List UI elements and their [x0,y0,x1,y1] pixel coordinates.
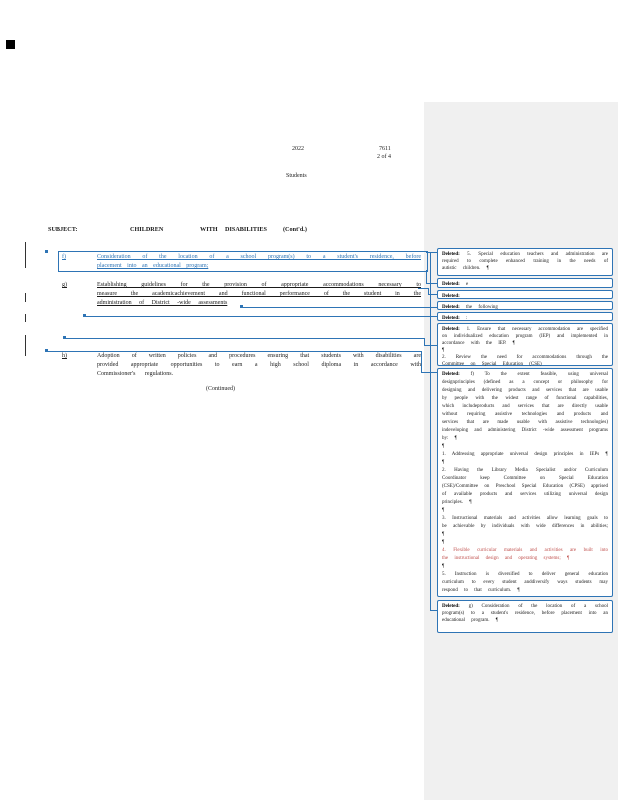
leader-line [430,610,437,611]
leader-line [66,338,424,339]
subject-word-3: DISABILITIES [225,226,267,233]
item-h-paragraph[interactable]: Adoption of written policies and procedu… [97,352,421,379]
subject-word-2: WITH [200,226,218,233]
change-anchor-marker [45,349,48,352]
tracked-change-box-f [58,251,428,272]
item-h-letter: h) [62,353,67,359]
deleted-text: : [466,315,468,321]
deleted-label: Deleted: [442,603,460,609]
deleted-text: 3. Instructional materials and activitie… [442,515,608,537]
deleted-balloon-5[interactable]: Deleted: : [437,312,613,321]
deleted-text: 2. Review the need for accommodations th… [442,354,608,367]
change-anchor-marker [63,336,66,339]
deleted-text: e [466,281,469,287]
deleted-label: Deleted: [442,293,460,299]
item-f-line-1: Consideration of the location of a schoo… [97,254,421,260]
deleted-balloon-6[interactable]: Deleted: 1. Ensure that necessary accomm… [437,323,613,367]
leader-line [418,288,428,289]
deleted-text: the following [466,304,498,310]
deleted-balloon-7[interactable]: Deleted: f) To the extent feasible, usin… [437,368,613,597]
leader-line [426,252,437,253]
change-bar [25,335,26,356]
change-bar [25,242,26,268]
subject-label: SUBJECT: [48,226,78,233]
item-h-line-2: provided appropriate opportunities to ea… [97,362,421,368]
leader-line [426,283,437,284]
item-h-line-1: Adoption of written policies and procedu… [97,353,421,359]
header-section: Students [286,173,307,179]
deleted-text: 5. Special education teachers and admini… [442,251,608,271]
continued-mark: (Continued) [206,386,235,392]
item-g-paragraph[interactable]: Establishing guidelines for the provisio… [97,281,421,308]
leader-line [430,253,431,610]
leader-line [428,294,437,295]
deleted-label: Deleted: [442,326,460,332]
leader-line [424,338,425,345]
subject-contd: (Cont'd.) [283,226,307,233]
leader-line [243,307,437,308]
header-year: 2022 [292,146,304,152]
deleted-text: 1. Addressing appropriate universal desi… [442,451,608,457]
deleted-balloon-2[interactable]: Deleted: e [437,278,613,288]
deleted-text: ¶ [442,459,445,465]
item-f-paragraph[interactable]: Consideration of the location of a schoo… [97,253,421,271]
page-corner-mark [6,40,15,49]
deleted-balloon-3[interactable]: Deleted: [437,290,613,299]
deleted-label: Deleted: [442,281,460,287]
deleted-text: ¶ [442,347,445,353]
leader-line [421,351,422,372]
deleted-label: Deleted: [442,304,460,310]
deleted-text: ¶ [442,507,445,513]
header-doc-number: 7611 [379,146,391,152]
deleted-balloon-4[interactable]: Deleted: the following [437,301,613,310]
change-anchor-marker [45,250,48,253]
leader-line [86,316,437,317]
deleted-text: ¶ [442,563,445,569]
deleted-balloon-1[interactable]: Deleted: 5. Special education teachers a… [437,248,613,276]
leader-line [426,270,427,283]
change-bar [25,314,26,322]
item-h-line-3: Commissioner's regulations. [97,371,174,377]
leader-line [428,288,429,294]
item-f-letter: f) [62,254,66,260]
leader-line [48,351,421,352]
item-g-line-2: measure the academicachievement and func… [97,291,421,297]
deleted-text: 1. Ensure that necessary accommodation a… [442,326,608,346]
change-bar [25,293,26,302]
deleted-text-formatted: 4. Flexible curricular materials and act… [442,547,608,561]
item-g-line-3: administration of District -wide assessm… [97,300,228,306]
deleted-balloon-8[interactable]: Deleted: g) Consideration of the locatio… [437,600,613,633]
deleted-label: Deleted: [442,315,460,321]
item-g-letter: g) [62,282,67,288]
deleted-label: Deleted: [442,251,460,257]
deleted-text: f) To the extent feasible, using univers… [442,371,609,441]
deleted-text: 5. Instruction is diversified to deliver… [442,571,608,593]
change-anchor-marker [83,314,86,317]
item-f-line-2: placement into an educational program; [97,263,209,269]
leader-line [421,372,437,373]
deleted-text: g) Consideration of the location of a sc… [442,603,608,623]
deleted-text: ¶ [442,443,445,449]
change-anchor-marker [240,305,243,308]
item-g-line-1: Establishing guidelines for the provisio… [97,282,421,288]
deleted-text: ¶ [442,539,445,545]
deleted-label: Deleted: [442,371,460,377]
header-page-number: 2 of 4 [377,154,391,160]
deleted-text: 2. Having the Library Media Specialist a… [442,467,608,505]
subject-word-1: CHILDREN [130,226,164,233]
